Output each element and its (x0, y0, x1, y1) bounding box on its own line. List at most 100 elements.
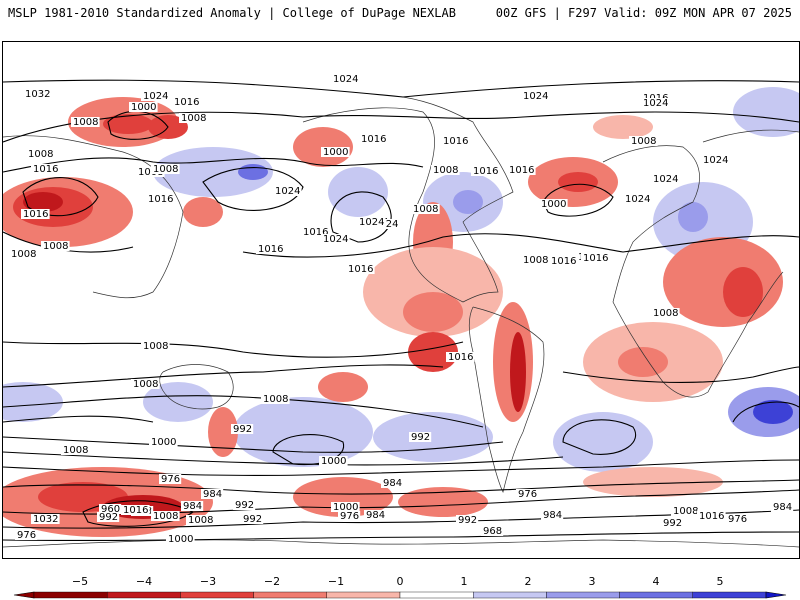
colorbar-tick: −3 (200, 575, 216, 588)
isobar-label: 992 (411, 432, 430, 443)
colorbar-legend: −5 −4 −3 −2 −1 0 1 2 3 4 5 (13, 575, 787, 599)
isobar-label: 968 (483, 526, 502, 537)
isobar-label-bg (651, 174, 680, 184)
anomaly-region (398, 487, 488, 517)
isobar-label: 1008 (11, 249, 36, 260)
isobar-label: 1000 (541, 199, 566, 210)
isobar-label: 1024 (333, 74, 358, 85)
isobar-label-bg (481, 526, 504, 536)
isobar-label-bg (166, 534, 195, 544)
anomaly-shading (3, 87, 799, 537)
isobar-label: 1000 (151, 437, 176, 448)
isobar-label: 1008 (413, 204, 438, 215)
isobar-label-bg (31, 514, 60, 524)
isobar-label-bg (321, 234, 350, 244)
anomaly-region (403, 292, 463, 332)
isobar-line (562, 366, 799, 383)
isobar-label: 1008 (43, 241, 68, 252)
isobar-label: 1024 (323, 234, 348, 245)
colorbar-tick: −1 (328, 575, 344, 588)
isobar-label: 1008 (263, 394, 288, 405)
isobar-line (3, 436, 504, 453)
isobar-label-bg (581, 253, 610, 263)
anomaly-region (103, 114, 153, 134)
isobar-line (3, 111, 799, 143)
colorbar-tick: −4 (136, 575, 152, 588)
isobar-line (3, 364, 444, 388)
isobar-line (330, 191, 392, 243)
isobar-label-bg (641, 98, 670, 108)
colorbar-tick-labels: −5 −4 −3 −2 −1 0 1 2 3 4 5 (72, 575, 724, 588)
isobar-label: 1024 (653, 174, 678, 185)
anomaly-region (723, 267, 763, 317)
isobar-label: 1016 (509, 165, 534, 176)
isobar-label: 1000 (323, 147, 348, 158)
isobar-label-bg (136, 167, 165, 177)
isobar-label: 1016 (699, 511, 724, 522)
isobar-label: 1008 (133, 379, 158, 390)
colorbar-segment (473, 591, 547, 599)
isobar-label: 1024 (143, 91, 168, 102)
isobar-line (562, 419, 636, 455)
isobar-label-bg (141, 341, 170, 351)
isobar-label-bg (186, 515, 215, 525)
isobar-label: 976 (728, 514, 747, 525)
anomaly-region (183, 197, 223, 227)
anomaly-region (510, 332, 526, 412)
colorbar-tick: 4 (653, 575, 660, 588)
isobar-label-bg (651, 308, 680, 318)
isobar-label-bg (99, 504, 122, 514)
colorbar-tick: 0 (397, 575, 404, 588)
isobar-label: 992 (99, 512, 118, 523)
isobar-label-bg (539, 199, 568, 209)
anomaly-region (678, 202, 708, 232)
anomaly-region (408, 332, 458, 372)
isobar-label-bg (151, 511, 180, 521)
isobar-label-bg (321, 147, 350, 157)
anomaly-region (593, 115, 653, 139)
isobar-label: 1008 (181, 113, 206, 124)
isobar-label-bg (146, 194, 175, 204)
isobar-label: 1008 (153, 511, 178, 522)
isobar-label-bg (26, 149, 55, 159)
isobar-label-bg (273, 186, 302, 196)
isobar-label: 1000 (321, 456, 346, 467)
isobar-line (3, 459, 799, 476)
anomaly-region (3, 382, 63, 422)
isobar-label: 1016 (443, 136, 468, 147)
isobar-label: 984 (366, 510, 385, 521)
isobar-label: 1008 (523, 255, 548, 266)
isobar-label: 1016 (23, 209, 48, 220)
isobar-label-bg (446, 352, 475, 362)
isobar-label-bg (301, 227, 330, 237)
colorbar-tick: −2 (264, 575, 280, 588)
isobar-label-bg (338, 511, 361, 521)
isobar-label-bg (671, 506, 700, 516)
colorbar-segment (253, 591, 328, 599)
isobar-label: 1016 (448, 352, 473, 363)
isobar-label: 960 (101, 504, 120, 515)
isobar-label: 1016 (33, 164, 58, 175)
isobar-label-bg (661, 518, 684, 528)
isobar-label: 1024 (643, 98, 668, 109)
isobar-label-bg (521, 91, 550, 101)
colorbar-segment (619, 591, 693, 599)
isobar-label: 1008 (28, 149, 53, 160)
isobar-line (732, 401, 799, 423)
isobar-label-bg (364, 510, 387, 520)
isobar-label-bg (521, 255, 550, 265)
anomaly-region (233, 397, 373, 467)
isobar-label-bg (181, 501, 204, 511)
isobar-label: 984 (383, 478, 402, 489)
isobar-label-bg (346, 264, 375, 274)
isobar-label: 1016 (551, 256, 576, 267)
colorbar-tick: 2 (525, 575, 532, 588)
isobar-label-bg (726, 514, 749, 524)
colorbar-segment (180, 591, 254, 599)
anomaly-region (23, 192, 63, 212)
coastlines (3, 96, 799, 548)
isobar-label-bg (623, 194, 652, 204)
anomaly-region (663, 237, 783, 327)
isobar-label: 1016 (258, 244, 283, 255)
